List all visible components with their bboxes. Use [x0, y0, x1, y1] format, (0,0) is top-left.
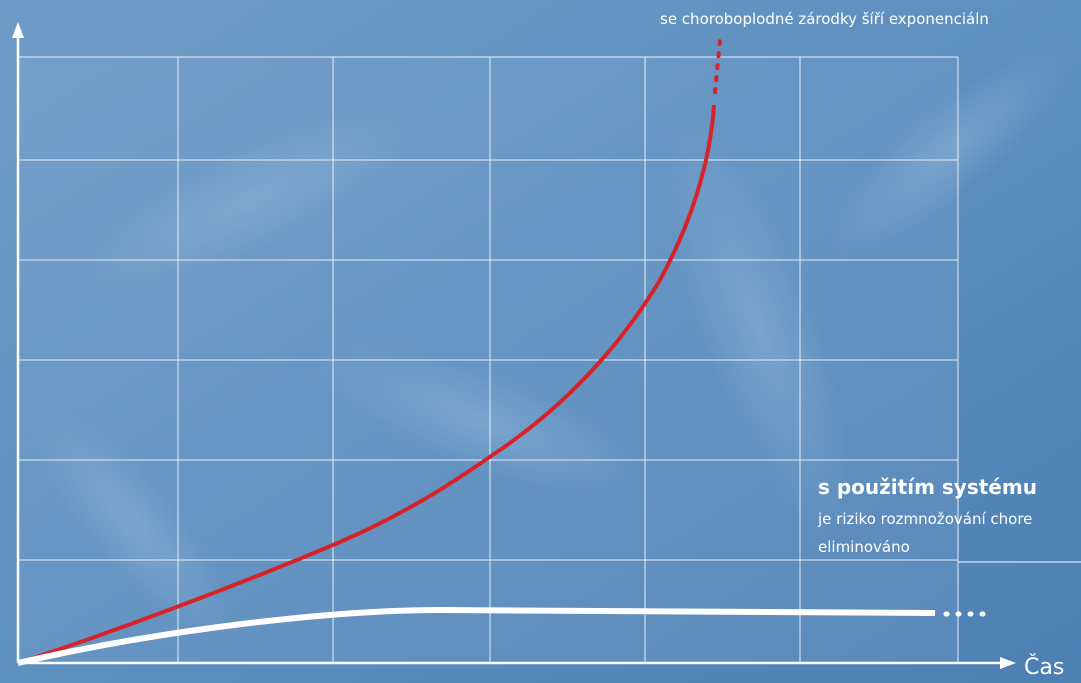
- annotation: eliminováno: [818, 538, 910, 556]
- axes: [12, 22, 1016, 669]
- annotation: se choroboplodné zárodky šíří exponenciá…: [660, 10, 989, 28]
- annotation: je riziko rozmnožování chore: [817, 510, 1032, 528]
- exponential-continuation: [713, 38, 722, 94]
- exponential-curve: [17, 104, 716, 665]
- annotation-title: s použitím systému: [818, 475, 1037, 499]
- bacteria-texture: [27, 41, 1076, 639]
- system-curve: [17, 606, 936, 666]
- x-axis-label: Čas: [1024, 654, 1064, 680]
